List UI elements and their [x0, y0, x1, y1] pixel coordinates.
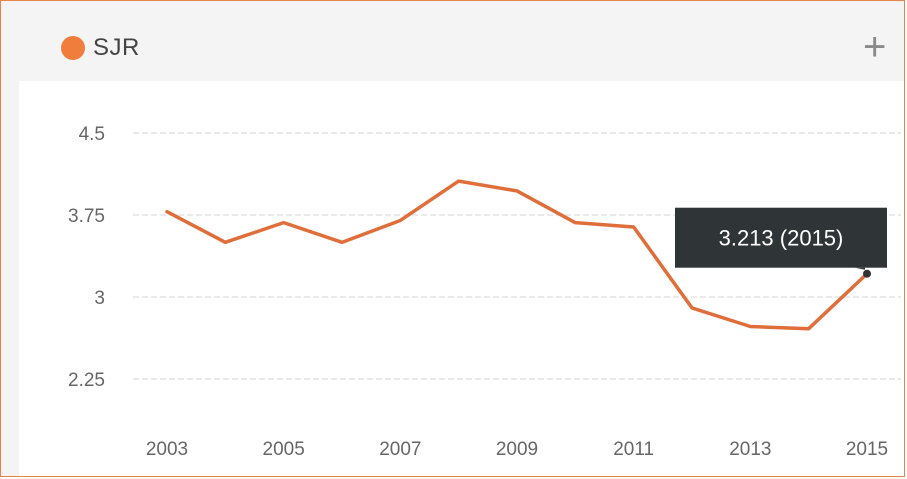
- legend-dot-icon[interactable]: [61, 36, 85, 60]
- x-tick-label: 2009: [496, 439, 538, 460]
- y-tick-label: 4.5: [79, 124, 105, 145]
- x-tick-label: 2011: [613, 439, 654, 460]
- data-point: [283, 222, 285, 224]
- y-tick-label: 3.75: [68, 206, 105, 227]
- add-icon[interactable]: +: [863, 25, 887, 69]
- x-tick-label: 2007: [379, 439, 421, 460]
- x-tick-label: 2005: [263, 439, 305, 460]
- tooltip-marker: [863, 269, 871, 278]
- data-point: [341, 241, 343, 243]
- data-point: [166, 211, 168, 213]
- data-point: [749, 326, 751, 328]
- tooltip-label: 3.213 (2015): [719, 226, 844, 251]
- x-tick-label: 2015: [846, 439, 888, 460]
- tooltip-box: [675, 207, 887, 268]
- data-point: [808, 328, 810, 330]
- data-point: [691, 307, 693, 309]
- y-tick-label: 2.25: [68, 370, 105, 391]
- data-point: [574, 222, 576, 224]
- data-point: [458, 180, 460, 182]
- plot-area: [19, 81, 904, 476]
- y-tick-label: 3: [94, 288, 105, 309]
- legend-label[interactable]: SJR: [93, 34, 140, 61]
- data-point: [516, 190, 518, 192]
- x-tick-label: 2013: [729, 439, 771, 460]
- tooltip-pointer: [855, 267, 865, 270]
- chart-header: SJR +: [1, 1, 904, 81]
- x-tick-label: 2003: [146, 439, 188, 460]
- data-point: [224, 241, 226, 243]
- data-point: [399, 219, 401, 221]
- data-point: [633, 226, 635, 228]
